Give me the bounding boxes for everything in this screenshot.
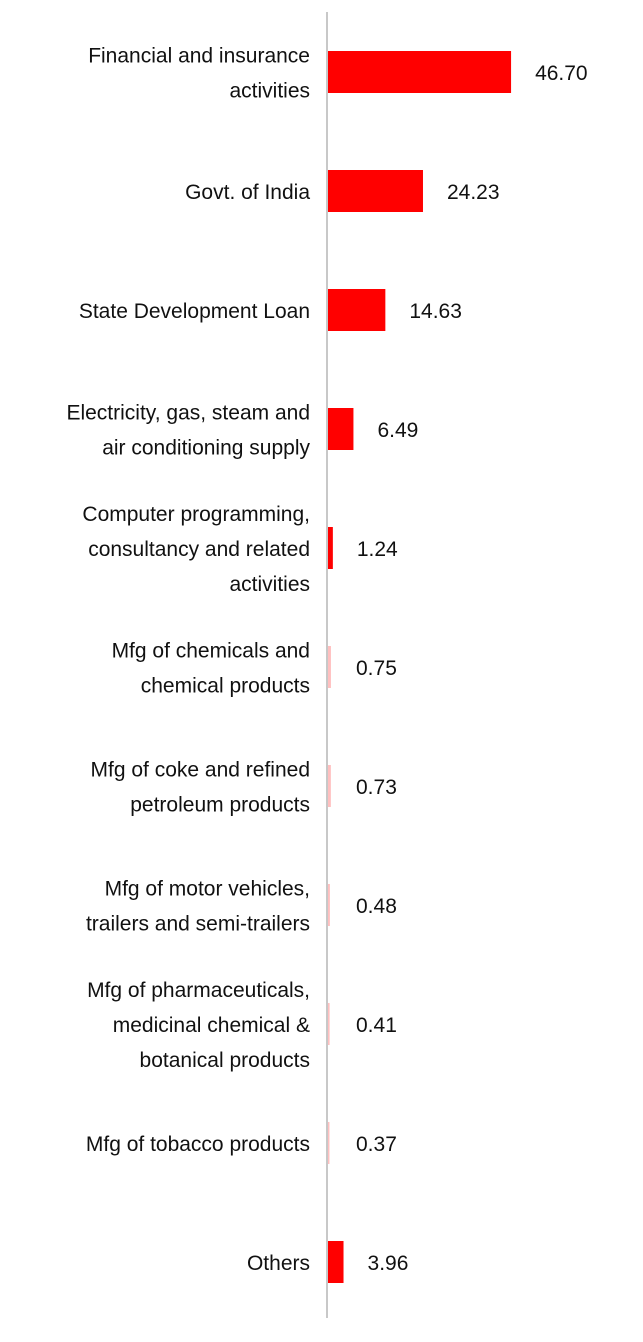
category-label-line: Computer programming, [82,503,310,526]
value-label: 0.73 [356,776,397,799]
category-label: Govt. of India [185,181,310,204]
bar [328,1122,330,1164]
bars-group [328,51,512,1283]
bar [328,1241,344,1283]
category-label: State Development Loan [79,300,310,323]
value-label: 0.75 [356,657,397,680]
category-label-line: activities [229,573,310,596]
value-label: 0.37 [356,1133,397,1156]
category-label-line: petroleum products [130,794,310,817]
category-label-line: Others [247,1252,310,1275]
bar [328,289,386,331]
category-label-line: Mfg of chemicals and [112,640,310,663]
category-label-line: consultancy and related [88,538,310,561]
value-label: 1.24 [357,538,398,561]
bar [328,1003,330,1045]
category-label: Financial and insurance activities [88,45,310,103]
value-label: 6.49 [377,419,418,442]
category-label-line: Govt. of India [185,181,310,204]
value-label: 3.96 [368,1252,409,1275]
category-label-line: botanical products [140,1049,310,1072]
value-label: 0.41 [356,1014,397,1037]
bar [328,408,354,450]
bar [328,765,331,807]
category-labels-group: Financial and insurance activities Govt. o… [66,45,310,1276]
bar [328,884,330,926]
category-label: Mfg of tobacco products [86,1133,310,1156]
value-labels-group: 46.70 24.23 14.63 6.49 1.24 0.75 0.73 0.48 0.41 0… [356,62,588,1275]
category-label-line: trailers and semi-trailers [86,913,310,936]
value-label: 0.48 [356,895,397,918]
bar [328,646,331,688]
category-label-line: Mfg of motor vehicles, [105,878,310,901]
category-label: Mfg of chemicals and chemical products [112,640,310,698]
category-label-line: air conditioning supply [102,437,310,460]
category-label: Mfg of motor vehicles, trailers and semi-… [86,878,310,936]
category-label-line: Mfg of pharmaceuticals, [87,979,310,1002]
category-label-line: medicinal chemical & [113,1014,310,1037]
value-label: 14.63 [409,300,462,323]
category-label-line: Mfg of tobacco products [86,1133,310,1156]
bar [328,51,512,93]
bar [328,527,333,569]
category-label-line: Electricity, gas, steam and [66,402,310,425]
category-label: Mfg of pharmaceuticals, medicinal chemica… [87,979,310,1072]
category-label-line: activities [229,80,310,103]
category-label-line: Financial and insurance [88,45,310,68]
category-label-line: chemical products [141,675,310,698]
bar [328,170,423,212]
category-label-line: Mfg of coke and refined [91,759,310,782]
value-label: 24.23 [447,181,500,204]
category-label: Mfg of coke and refined petroleum product… [91,759,310,817]
category-label: Others [247,1252,310,1275]
category-label-line: State Development Loan [79,300,310,323]
value-label: 46.70 [535,62,588,85]
category-label: Electricity, gas, steam and air condition… [66,402,310,460]
category-label: Computer programming, consultancy and rel… [82,503,310,596]
